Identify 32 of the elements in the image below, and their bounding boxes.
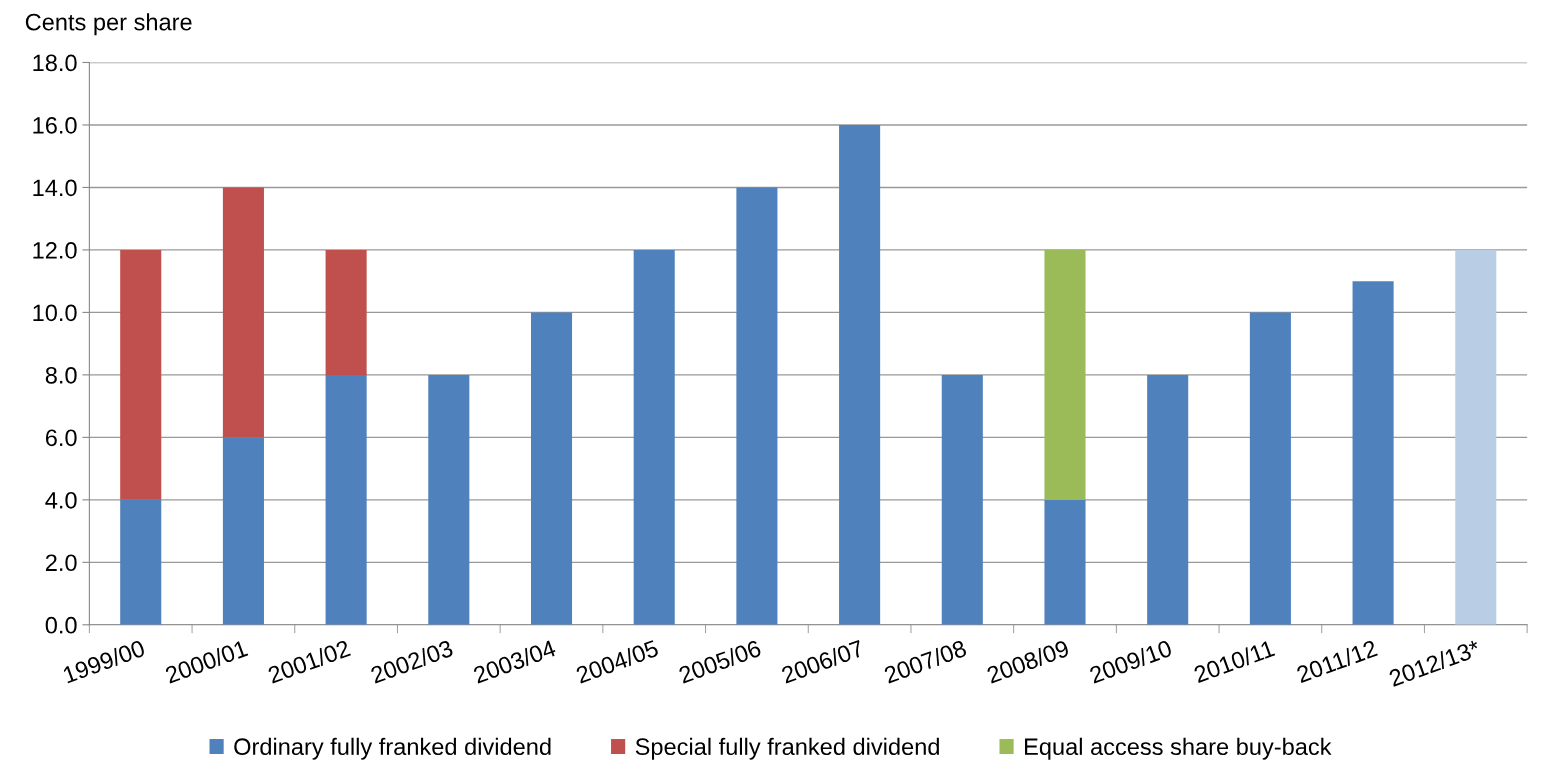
y-tick-label: 14.0 [33, 179, 77, 197]
y-tick-label: 2.0 [45, 554, 77, 572]
y-axis-title: Cents per share [25, 13, 192, 36]
legend-label: Ordinary fully franked dividend [234, 737, 551, 760]
legend-label: Equal access share buy-back [1025, 737, 1332, 760]
y-tick-label: 6.0 [45, 429, 77, 447]
bar [736, 187, 778, 625]
bar [839, 124, 881, 625]
bar [1352, 281, 1394, 625]
y-tick-label: 18.0 [33, 54, 77, 72]
bar [428, 374, 470, 625]
bar [941, 374, 983, 625]
y-tick-label: 4.0 [45, 491, 77, 509]
bar [325, 249, 367, 375]
bar [1044, 249, 1086, 500]
bar [1044, 499, 1086, 625]
bar [633, 249, 675, 625]
y-tick-label: 0.0 [45, 616, 77, 634]
y-tick-label: 8.0 [45, 366, 77, 384]
y-tick-label: 12.0 [33, 241, 77, 259]
bar [120, 249, 162, 500]
legend-label: Special fully franked dividend [635, 737, 939, 760]
bar [1249, 312, 1291, 625]
bar [530, 312, 573, 625]
bar [1147, 374, 1189, 625]
bar [120, 499, 162, 625]
bar [222, 437, 264, 625]
bar [325, 374, 367, 625]
bar [1455, 249, 1497, 625]
y-tick-label: 10.0 [33, 304, 77, 322]
bar [222, 187, 264, 438]
y-tick-label: 16.0 [33, 117, 77, 134]
